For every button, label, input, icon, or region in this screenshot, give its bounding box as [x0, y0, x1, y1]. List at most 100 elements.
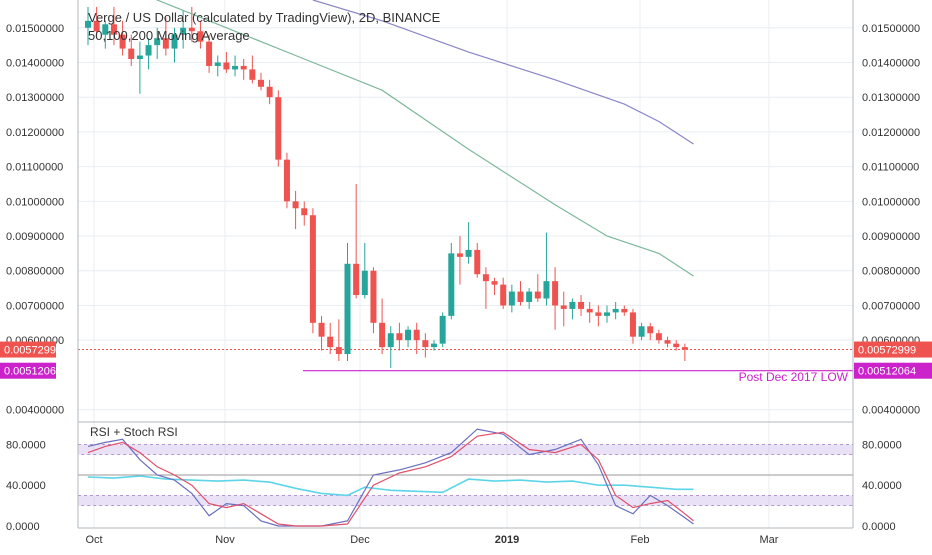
candle-body	[534, 291, 541, 299]
price-tick-label-right: 0.00400000	[862, 405, 920, 417]
candle-body	[500, 284, 507, 306]
candle-body	[560, 305, 567, 309]
candle-body	[612, 308, 619, 313]
candle	[214, 55, 221, 77]
candle	[586, 301, 593, 323]
price-tick-label-left: 0.01500000	[6, 23, 64, 35]
low-price-tag	[854, 362, 932, 379]
candle	[604, 305, 610, 323]
candle	[560, 291, 567, 327]
candle	[655, 329, 662, 344]
candle	[595, 305, 602, 327]
candle-body	[526, 291, 533, 302]
candle-body	[456, 253, 463, 257]
oscillator-series	[87, 475, 694, 497]
candle	[405, 326, 412, 348]
candle	[206, 34, 213, 73]
candle-body	[647, 326, 654, 334]
candle	[491, 277, 498, 296]
candle	[197, 20, 204, 49]
candle	[465, 222, 472, 264]
candle	[664, 336, 671, 348]
price-tick-label-right: 0.01100000	[862, 162, 919, 174]
candle-body	[422, 340, 429, 348]
price-tick-label-left: 0.01200000	[6, 127, 64, 139]
candle-body	[206, 41, 213, 66]
candle	[180, 10, 187, 49]
candle	[629, 308, 636, 344]
candle-body	[318, 322, 325, 337]
candle	[431, 340, 437, 351]
candle-body	[154, 38, 161, 46]
candle-body	[292, 201, 299, 209]
candle-body	[482, 274, 489, 282]
last-price-tag-left	[0, 341, 56, 358]
candle	[335, 319, 342, 361]
oscillator-series	[87, 428, 694, 527]
candle	[154, 27, 161, 60]
candle-body	[569, 301, 576, 309]
candle-body	[102, 24, 109, 35]
candle-body	[335, 347, 342, 355]
candle	[621, 305, 628, 316]
price-tick-label-right: 0.01200000	[862, 127, 920, 139]
chart-title: Verge / US Dollar (calculated by Trading…	[88, 10, 441, 25]
candle	[188, 6, 195, 42]
time-tick-label: 2019	[495, 534, 519, 546]
rsi-panel-title: RSI + Stoch RSI	[90, 425, 178, 439]
candle-body	[188, 27, 195, 32]
candle	[327, 322, 334, 355]
candle	[534, 274, 541, 302]
candle-body	[664, 340, 671, 344]
candle-body	[379, 322, 386, 348]
candle-body	[396, 333, 403, 341]
candle	[673, 340, 680, 351]
candle	[283, 152, 290, 209]
candle	[249, 55, 256, 84]
price-tick-label-right: 0.00900000	[862, 231, 920, 243]
osc-tick-label-left: 80.0000	[6, 439, 46, 451]
candle-body	[439, 315, 446, 344]
time-tick-label: Oct	[85, 534, 102, 546]
candle-body	[232, 65, 239, 70]
price-tick-label-right: 0.00800000	[862, 266, 920, 278]
candle	[387, 326, 394, 368]
candle	[439, 312, 446, 348]
candle-body	[214, 62, 221, 66]
time-tick-label: Mar	[760, 534, 779, 546]
candle	[448, 242, 455, 320]
candle-body	[621, 308, 628, 313]
price-tick-label-left: 0.00900000	[6, 231, 64, 243]
price-tick-label-left: 0.01400000	[6, 57, 64, 69]
candle-body	[266, 86, 273, 98]
candle-body	[327, 336, 334, 348]
candle	[474, 242, 481, 278]
candle	[119, 20, 126, 56]
candle	[500, 277, 507, 309]
candle-body	[595, 312, 602, 316]
candle	[413, 322, 420, 355]
candle-body	[673, 343, 680, 348]
oscillator-series	[87, 431, 694, 527]
candle	[552, 267, 559, 330]
candle-body	[517, 291, 524, 302]
candle-body	[136, 55, 143, 60]
price-tick-label-left: 0.01100000	[6, 162, 63, 174]
osc-tick-label-left: 40.0000	[6, 480, 46, 492]
candle-body	[110, 24, 117, 35]
candle	[482, 267, 489, 309]
price-tick-label-right: 0.01000000	[862, 196, 920, 208]
candle	[517, 281, 524, 306]
candle	[612, 301, 619, 320]
candle-body	[405, 329, 412, 341]
moving-average-50	[155, 0, 694, 277]
candle	[379, 298, 386, 355]
candle-body	[309, 215, 316, 323]
candle	[309, 208, 316, 334]
candle	[223, 52, 230, 73]
candle	[162, 17, 169, 56]
candle	[526, 288, 533, 309]
candle	[301, 201, 308, 226]
candle	[422, 333, 429, 358]
